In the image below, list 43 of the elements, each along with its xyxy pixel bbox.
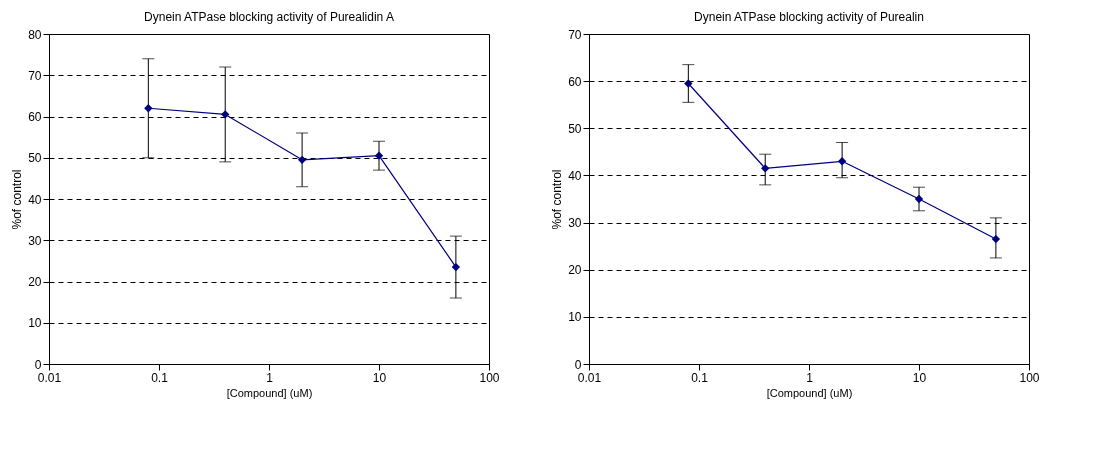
point bbox=[684, 79, 693, 88]
y-tick-label: 0 bbox=[574, 357, 582, 372]
point bbox=[451, 262, 461, 272]
point bbox=[991, 234, 1001, 244]
x-tick-label: 0.1 bbox=[691, 370, 709, 385]
x-tick-label: 0.01 bbox=[37, 370, 62, 385]
x-axis-title: [Compound] (uM) bbox=[226, 386, 313, 399]
y-tick-label: 20 bbox=[28, 275, 42, 289]
x-tick-label: 0.1 bbox=[151, 370, 169, 385]
x-tick-label: 1 bbox=[266, 370, 274, 385]
chart-title: Dynein ATPase blocking activity of Purealin bbox=[694, 10, 924, 24]
y-tick-label: 50 bbox=[568, 121, 582, 136]
y-tick-label: 80 bbox=[28, 27, 42, 42]
y-tick-label: 10 bbox=[28, 316, 42, 331]
y-axis-title: %of control bbox=[550, 169, 565, 230]
x-tick-label: 100 bbox=[1019, 370, 1040, 385]
x-tick-label: 1 bbox=[806, 370, 814, 385]
y-axis-title: %of control bbox=[10, 169, 25, 230]
y-tick-label: 70 bbox=[28, 68, 42, 83]
point bbox=[221, 110, 230, 119]
x-tick-label: 10 bbox=[912, 370, 927, 385]
y-tick-label: 20 bbox=[568, 263, 582, 278]
y-tick-label: 30 bbox=[28, 233, 42, 248]
y-tick-label: 50 bbox=[28, 151, 42, 166]
y-tick-label: 0 bbox=[34, 357, 42, 372]
x-tick-label: 10 bbox=[372, 370, 387, 385]
y-tick-label: 60 bbox=[568, 74, 582, 89]
point bbox=[374, 151, 384, 160]
point bbox=[144, 104, 153, 113]
y-tick-label: 30 bbox=[568, 216, 582, 231]
y-tick-label: 10 bbox=[568, 310, 582, 325]
x-axis-title: [Compound] (uM) bbox=[766, 386, 853, 399]
point bbox=[761, 164, 770, 173]
y-tick-label: 40 bbox=[568, 168, 582, 183]
x-tick-label: 0.01 bbox=[577, 370, 602, 385]
chart-title: Dynein ATPase blocking activity of Purealidin A bbox=[144, 10, 394, 24]
y-tick-label: 60 bbox=[28, 110, 42, 124]
point bbox=[297, 155, 307, 164]
point bbox=[837, 157, 847, 166]
y-tick-label: 40 bbox=[28, 192, 42, 207]
y-tick-label: 70 bbox=[568, 27, 582, 42]
point bbox=[914, 194, 924, 204]
x-tick-label: 100 bbox=[479, 370, 500, 385]
